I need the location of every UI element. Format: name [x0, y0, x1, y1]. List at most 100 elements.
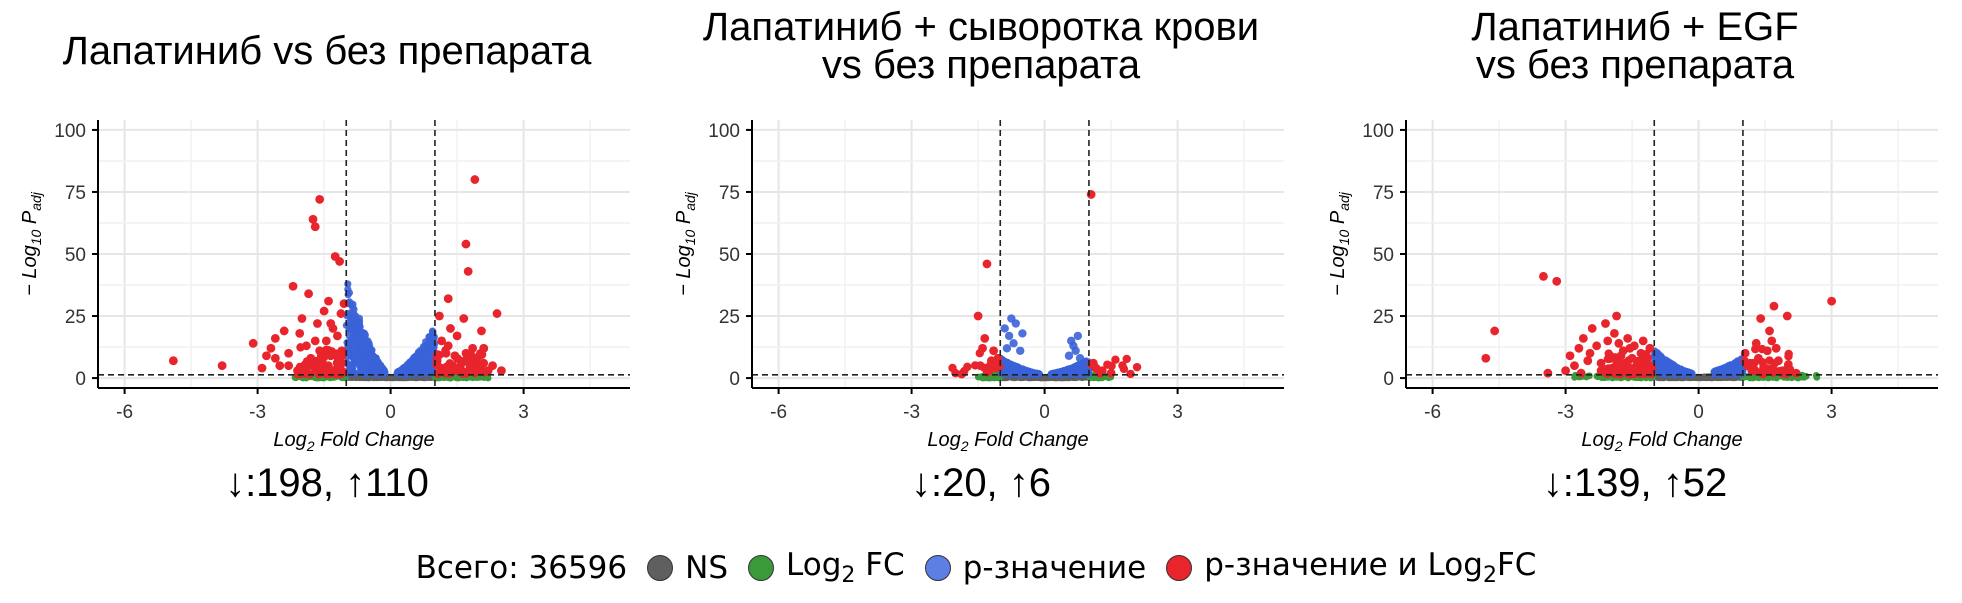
- point-pvalue-and-log2fc: [1481, 353, 1491, 363]
- point-pvalue-and-log2fc: [1539, 271, 1548, 281]
- legend-label-pvalue: p-значение: [962, 550, 1147, 586]
- point-pvalue: [1002, 344, 1012, 353]
- point-pvalue-and-log2fc: [444, 369, 453, 378]
- point-log2fc: [1584, 372, 1592, 380]
- point-pvalue-and-log2fc: [477, 326, 486, 336]
- point-pvalue: [1008, 362, 1016, 371]
- point-pvalue: [345, 289, 354, 297]
- chart-title-line: vs без препарата: [821, 43, 1141, 87]
- y-tick-label: 100: [1362, 121, 1394, 142]
- point-pvalue: [1004, 331, 1014, 341]
- x-tick-label: -6: [1424, 402, 1441, 423]
- legend: Всего: 36596 NS Log2 FC p-значение p-зна…: [0, 540, 1962, 596]
- deg-counts: ↓:139, ↑52: [1542, 461, 1728, 505]
- point-pvalue-and-log2fc: [336, 309, 346, 318]
- data-points: [168, 175, 506, 382]
- point-pvalue-and-log2fc: [1774, 367, 1783, 376]
- point-pvalue-and-log2fc: [446, 324, 455, 333]
- point-pvalue-and-log2fc: [284, 361, 294, 371]
- point-pvalue: [345, 332, 353, 340]
- point-pvalue-and-log2fc: [470, 175, 480, 184]
- point-pvalue: [356, 364, 365, 372]
- point-pvalue-and-log2fc: [1543, 368, 1553, 378]
- point-pvalue-and-log2fc: [1086, 190, 1096, 199]
- point-pvalue-and-log2fc: [284, 348, 294, 358]
- point-pvalue-and-log2fc: [1765, 326, 1774, 336]
- point-pvalue-and-log2fc: [1784, 349, 1793, 359]
- x-tick-label: -6: [770, 402, 787, 423]
- point-pvalue: [355, 339, 363, 347]
- axes: -6 -3 0 3 0 25 50 75 100: [708, 120, 1284, 423]
- point-pvalue-and-log2fc: [1561, 366, 1570, 376]
- point-pvalue-and-log2fc: [319, 306, 329, 316]
- point-pvalue: [1075, 354, 1085, 363]
- point-pvalue: [365, 355, 373, 363]
- point-pvalue: [345, 325, 353, 334]
- point-pvalue-and-log2fc: [1758, 357, 1767, 367]
- total-genes-label: Всего: 36596: [415, 550, 628, 586]
- point-pvalue-and-log2fc: [1122, 354, 1131, 364]
- volcano-panel-1: Лапатиниб vs без препарата -6 -3 0 3 0 25 50 75…: [0, 0, 654, 515]
- point-pvalue: [412, 369, 420, 377]
- point-pvalue: [1716, 366, 1724, 374]
- point-pvalue-and-log2fc: [279, 326, 289, 336]
- point-pvalue-and-log2fc: [461, 239, 471, 249]
- point-pvalue-and-log2fc: [1769, 301, 1779, 311]
- point-pvalue-and-log2fc: [466, 349, 476, 359]
- point-pvalue-and-log2fc: [457, 358, 467, 368]
- point-pvalue-and-log2fc: [1570, 361, 1579, 371]
- point-pvalue: [354, 327, 362, 335]
- volcano-panel-3: Лапатиниб + EGF vs без препарата -6 -3 0 3 0…: [1308, 0, 1962, 515]
- point-pvalue-and-log2fc: [437, 336, 446, 346]
- y-axis-title: − Log10 Padj: [673, 191, 698, 296]
- point-pvalue-and-log2fc: [319, 353, 329, 362]
- point-pvalue-and-log2fc: [335, 257, 345, 266]
- grid: [1406, 120, 1938, 388]
- y-tick-label: 25: [719, 307, 740, 328]
- point-pvalue: [1658, 361, 1666, 369]
- point-pvalue-and-log2fc: [1615, 358, 1624, 368]
- point-pvalue-and-log2fc: [270, 333, 280, 343]
- point-pvalue-and-log2fc: [982, 259, 992, 269]
- chart-title-line: Лапатиниб + сыворотка крови: [702, 5, 1260, 49]
- legend-swatch-log2fc: [748, 555, 774, 581]
- point-pvalue-and-log2fc: [295, 329, 305, 338]
- point-pvalue-and-log2fc: [1583, 356, 1593, 366]
- point-pvalue-and-log2fc: [266, 343, 276, 353]
- point-pvalue-and-log2fc: [1107, 361, 1116, 371]
- point-pvalue-and-log2fc: [472, 367, 482, 377]
- point-pvalue-and-log2fc: [308, 214, 318, 224]
- chart-title-line: vs без препарата: [1475, 43, 1795, 87]
- point-pvalue-and-log2fc: [1119, 364, 1129, 374]
- chart-title: Лапатиниб vs без препарата: [0, 31, 654, 71]
- point-pvalue-and-log2fc: [310, 336, 320, 346]
- point-pvalue: [1009, 370, 1018, 378]
- x-tick-label: -3: [1557, 402, 1574, 423]
- volcano-plot-2: -6 -3 0 3 0 25 50 75 100 Log2 Fold Change − Log10 …: [673, 120, 1284, 454]
- y-tick-label: 50: [65, 245, 86, 266]
- point-pvalue-and-log2fc: [1585, 348, 1595, 358]
- y-axis-title: − Log10 Padj: [1327, 191, 1352, 296]
- point-pvalue: [345, 349, 353, 357]
- point-pvalue-and-log2fc: [288, 281, 298, 291]
- point-pvalue-and-log2fc: [1111, 355, 1120, 364]
- point-pvalue-and-log2fc: [270, 353, 280, 363]
- x-axis-title: Log2 Fold Change: [1581, 429, 1742, 454]
- chart-title: Лапатиниб + сыворотка крови vs без препа…: [654, 5, 1308, 87]
- point-pvalue-and-log2fc: [1625, 343, 1635, 353]
- point-pvalue-and-log2fc: [217, 361, 227, 371]
- point-pvalue-and-log2fc: [339, 299, 349, 309]
- point-log2fc: [452, 374, 460, 382]
- point-pvalue-and-log2fc: [1635, 358, 1644, 367]
- point-pvalue-and-log2fc: [1785, 365, 1795, 374]
- point-pvalue-and-log2fc: [310, 222, 320, 232]
- point-pvalue: [1653, 349, 1661, 357]
- volcano-plot-3: -6 -3 0 3 0 25 50 75 100 Log2 Fold Change − Log10 …: [1327, 120, 1938, 454]
- grid: [752, 120, 1284, 388]
- point-pvalue-and-log2fc: [1126, 369, 1135, 379]
- x-axis-title: Log2 Fold Change: [273, 429, 434, 454]
- point-pvalue-and-log2fc: [333, 331, 342, 341]
- point-pvalue-and-log2fc: [1576, 368, 1586, 378]
- y-axis-title: − Log10 Padj: [19, 191, 44, 296]
- x-tick-label: -3: [903, 402, 920, 423]
